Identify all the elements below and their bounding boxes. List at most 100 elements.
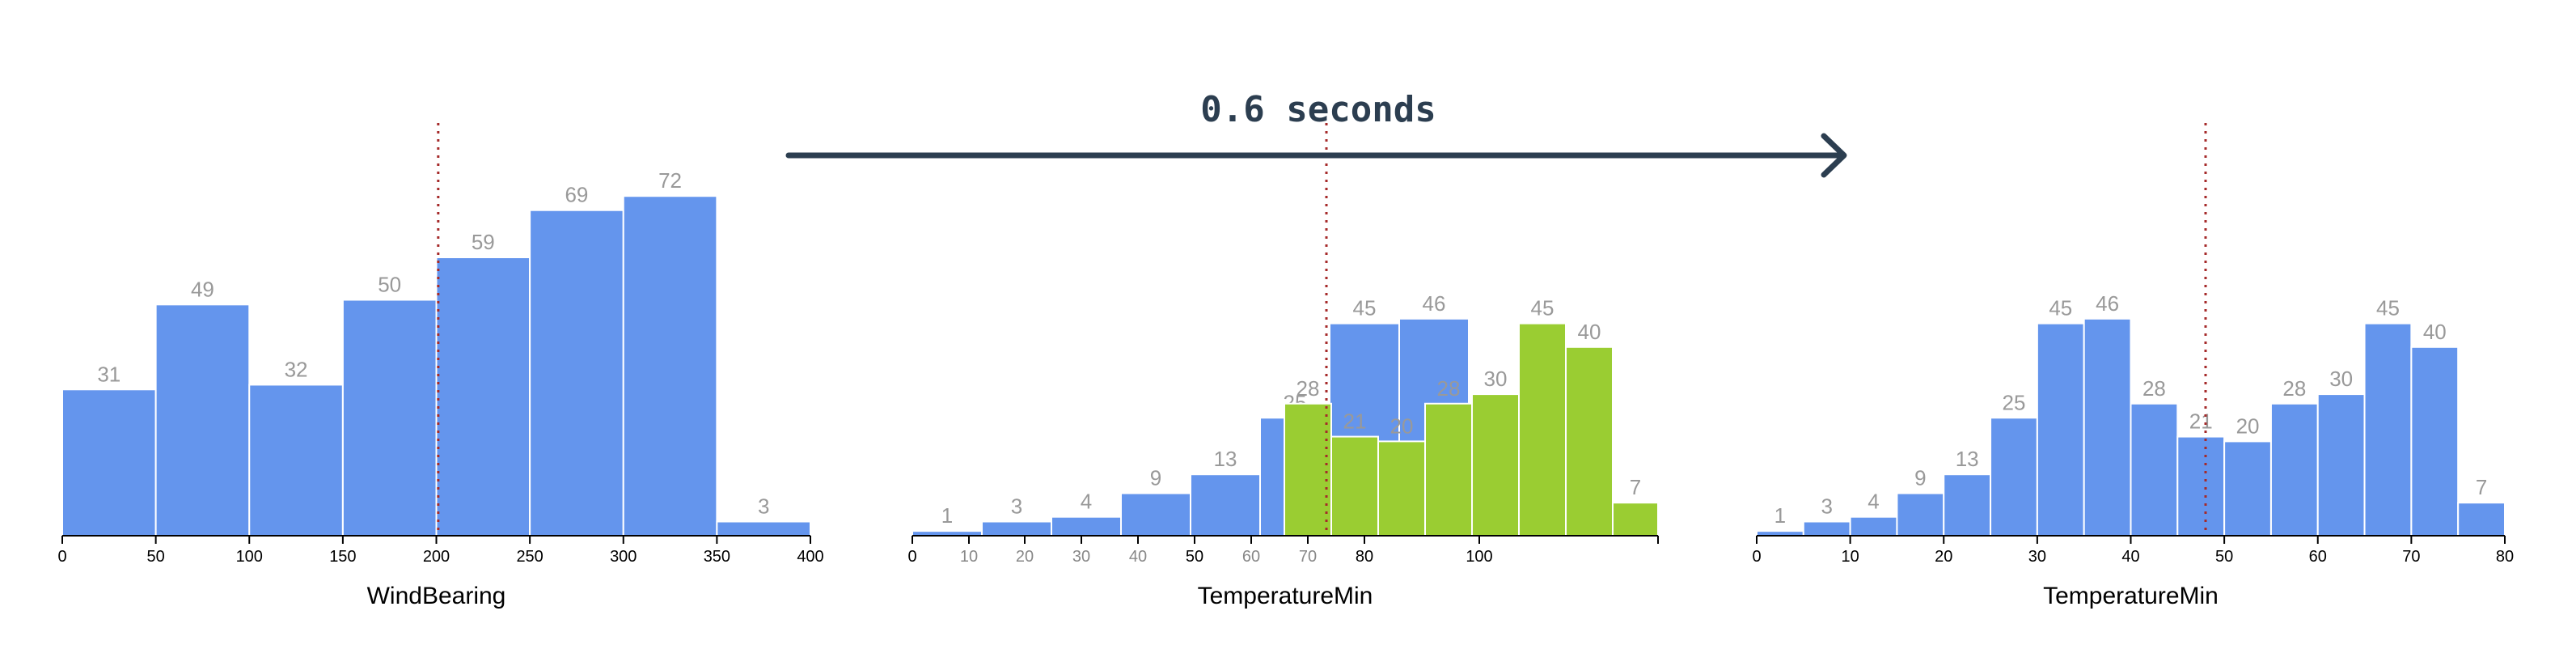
bar-value-label: 32	[285, 357, 308, 381]
x-tick-label: 0	[1752, 548, 1761, 566]
bar-value-label: 4	[1867, 490, 1879, 514]
x-tick-label: 50	[147, 548, 165, 566]
histogram-bar	[2176, 435, 2226, 537]
x-tick-label: 60	[2309, 548, 2327, 566]
histogram-bar	[1943, 473, 1992, 537]
bar-value-label: 31	[97, 362, 121, 386]
bar-value-label: 7	[2476, 475, 2487, 499]
histogram-bar	[2036, 322, 2085, 537]
x-axis-title: WindBearing	[367, 583, 506, 609]
x-axis-title: TemperatureMin	[2043, 583, 2219, 609]
histogram-bar	[61, 388, 157, 537]
histogram-bar	[1120, 492, 1191, 537]
bar-value-label: 21	[2189, 409, 2213, 434]
x-tick-label: 80	[2496, 548, 2514, 566]
x-tick-label: 10	[960, 548, 978, 566]
bar-value-label: 30	[2329, 367, 2353, 391]
x-tick-label: 400	[797, 548, 823, 566]
histogram-bar	[2410, 346, 2460, 537]
histogram-bar	[1802, 520, 1851, 537]
x-tick-label: 350	[704, 548, 730, 566]
x-tick-label: 200	[423, 548, 450, 566]
histogram-bar	[2269, 402, 2319, 537]
bar-value-label: 59	[472, 230, 495, 254]
bar-value-label: 45	[1531, 296, 1554, 320]
x-tick-label: 30	[1072, 548, 1090, 566]
transition-indicator: 0.6 seconds	[785, 89, 1847, 178]
x-tick-label: 100	[1466, 548, 1492, 566]
x-tick-label: 20	[1016, 548, 1034, 566]
x-tick-label: 40	[1129, 548, 1147, 566]
histogram-bar	[2457, 502, 2506, 537]
transition-duration-label: 0.6 seconds	[1200, 89, 1436, 130]
bar-value-label: 28	[2142, 376, 2166, 401]
histogram-bar	[1051, 515, 1122, 537]
x-tick-label: 80	[1356, 548, 1373, 566]
x-axis-title: TemperatureMin	[1198, 583, 1373, 609]
histogram-bar	[1284, 402, 1332, 537]
x-tick-label: 100	[236, 548, 263, 566]
bar-value-label: 45	[2376, 296, 2400, 320]
bar-value-label: 49	[191, 277, 214, 301]
x-tick-label: 150	[329, 548, 356, 566]
histogram-bar	[1424, 402, 1473, 537]
histogram-bar	[341, 299, 438, 537]
histogram-bar	[2223, 440, 2272, 537]
arrow-head-icon	[1821, 133, 1847, 178]
bar-value-label: 45	[1353, 296, 1377, 320]
wind-bearing-histogram: 31 49 32 50 59 69 72 3 0 50 100 150 200 250 300 350 400 W…	[57, 123, 824, 609]
bar-value-label: 13	[1214, 447, 1237, 471]
histogram-bar	[1330, 435, 1379, 537]
bar-value-label: 50	[378, 273, 401, 297]
bar-value-label: 30	[1484, 367, 1508, 391]
histogram-bar	[981, 520, 1052, 537]
histogram-bar	[1565, 346, 1614, 537]
histogram-bar	[2316, 393, 2366, 537]
x-tick-label: 300	[610, 548, 637, 566]
x-tick-label: 70	[2402, 548, 2420, 566]
histogram-bar	[435, 257, 531, 537]
x-tick-label: 40	[2121, 548, 2139, 566]
histogram-bar	[1471, 393, 1520, 537]
bar-value-label: 45	[2049, 296, 2072, 320]
bar-value-label: 28	[1296, 376, 1320, 401]
bar-value-label: 3	[1011, 494, 1022, 519]
bar-value-label: 13	[1956, 447, 1979, 471]
bar-value-label: 40	[2423, 320, 2447, 344]
bar-value-label: 4	[1081, 490, 1092, 514]
histogram-bar	[1190, 473, 1261, 537]
histogram-bar	[1612, 502, 1659, 537]
bar-value-label: 72	[658, 168, 682, 193]
bar-value-label: 20	[2236, 414, 2260, 438]
histogram-bar	[248, 384, 344, 537]
x-tick-label: 250	[516, 548, 543, 566]
x-tick-label: 50	[1186, 548, 1203, 566]
bar-value-label: 28	[1437, 376, 1461, 401]
bar-value-label: 1	[1774, 503, 1786, 528]
bar-value-label: 46	[2096, 291, 2119, 316]
bar-value-label: 40	[1578, 320, 1601, 344]
histogram-bar	[2083, 317, 2132, 537]
x-tick-label: 50	[2215, 548, 2233, 566]
bar-value-label: 28	[2282, 376, 2306, 401]
x-tick-label: 0	[907, 548, 916, 566]
histogram-bar	[154, 303, 251, 537]
bar-value-label: 46	[1423, 291, 1446, 316]
x-tick-label: 30	[2028, 548, 2046, 566]
bar-value-label: 20	[1390, 414, 1414, 438]
x-tick-label: 20	[1935, 548, 1952, 566]
histogram-bar	[1518, 322, 1567, 537]
bar-value-label: 69	[565, 183, 588, 207]
x-tick-label: 60	[1242, 548, 1260, 566]
histogram-bar	[716, 520, 811, 537]
histogram-bar	[1990, 417, 2038, 537]
x-tick-label: 70	[1299, 548, 1317, 566]
bar-value-label: 25	[2003, 390, 2026, 414]
x-tick-label: 10	[1842, 548, 1859, 566]
histogram-bar	[2363, 322, 2413, 537]
x-tick-label: 0	[57, 548, 66, 566]
bar-value-label: 9	[1914, 466, 1926, 490]
